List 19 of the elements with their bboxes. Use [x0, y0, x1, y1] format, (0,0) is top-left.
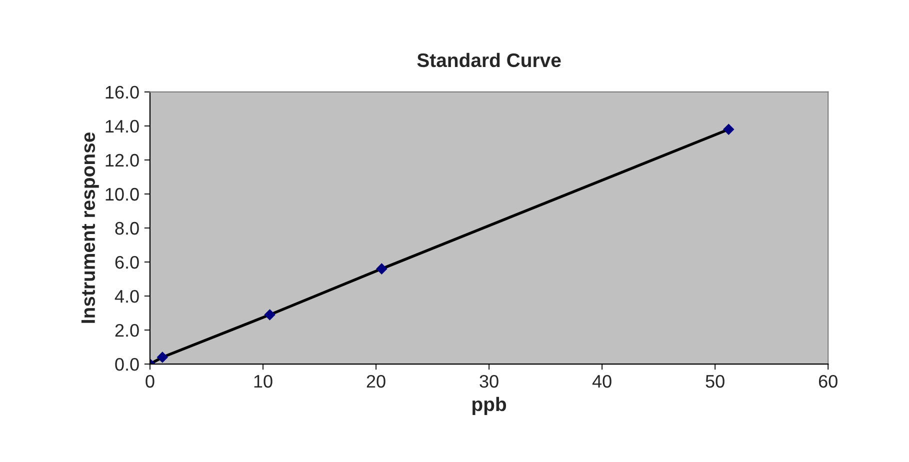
- y-tick-label: 14.0: [106, 120, 139, 133]
- x-axis-title: ppb: [472, 396, 506, 415]
- y-tick-label: 4.0: [114, 290, 139, 303]
- y-tick-label: 10.0: [106, 188, 139, 201]
- y-tick-label: 2.0: [115, 324, 139, 337]
- x-tick-label: 10: [254, 374, 272, 388]
- y-tick-label: 6.0: [115, 256, 139, 269]
- y-tick-label: 16.0: [106, 86, 139, 99]
- chart-title: Standard Curve: [417, 52, 561, 68]
- x-tick-label: 50: [706, 374, 724, 388]
- x-tick-label: 0: [146, 374, 154, 388]
- x-tick-label: 40: [592, 374, 612, 388]
- x-tick-label: 20: [366, 374, 386, 388]
- x-tick-label: 60: [818, 374, 838, 388]
- y-tick-label: 8.0: [115, 222, 139, 235]
- x-tick-label: 30: [480, 374, 498, 388]
- y-axis-title: Instrument response: [81, 132, 99, 323]
- y-tick-label: 12.0: [106, 154, 139, 167]
- y-tick-label: 0.0: [115, 358, 139, 371]
